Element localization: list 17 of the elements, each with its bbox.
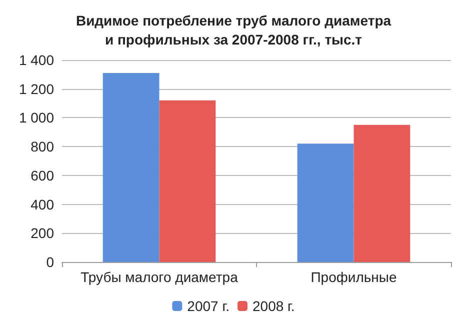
y-tick-label: 1 200 [18,80,54,97]
chart-title: Видимое потребление труб малого диаметра и профильных за 2007-2008 гг., тыс.т [76,12,392,48]
y-tick-label: 200 [30,225,54,242]
y-tick-label: 0 [46,254,54,270]
y-tick-label: 600 [30,167,54,184]
bar [159,100,216,262]
bar [297,144,354,262]
x-tick-label: Профильные [310,269,397,285]
bar [354,124,410,262]
x-tick-label: Трубы малого диаметра [80,269,238,285]
bar [102,72,160,262]
y-tick-label: 400 [30,196,54,212]
y-tick-label: 1 400 [18,52,54,68]
legend-label: 2007 г. [187,298,230,314]
y-tick-label: 1 000 [18,110,54,126]
y-tick-label: 800 [30,138,54,155]
legend-label: 2008 г. [252,298,295,314]
